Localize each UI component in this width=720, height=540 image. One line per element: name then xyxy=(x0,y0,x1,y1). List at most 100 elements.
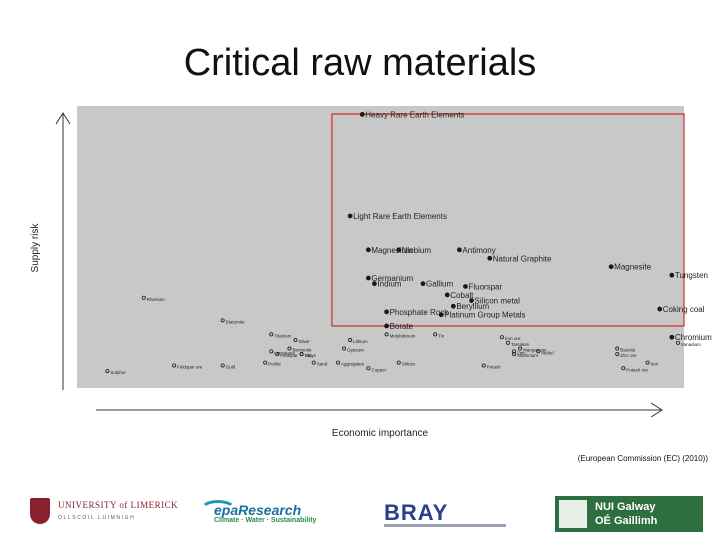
data-point xyxy=(347,213,353,219)
data-point xyxy=(366,366,371,371)
data-point xyxy=(469,298,474,303)
data-point xyxy=(336,360,341,365)
data-point-label: Manganese xyxy=(523,348,547,353)
data-point xyxy=(348,338,353,343)
x-axis-arrow-icon xyxy=(650,402,663,418)
data-point-label: Lithium xyxy=(353,339,368,344)
data-point-label: Natural Graphite xyxy=(493,254,552,263)
data-point-label: Gold xyxy=(226,364,236,369)
data-point-label: Indium xyxy=(377,280,401,289)
data-point-label: Nickel xyxy=(541,350,553,355)
data-point-label: Rhenium xyxy=(147,297,165,302)
data-point xyxy=(396,247,402,253)
data-point-label: Heavy Rare Earth Elements xyxy=(365,110,464,119)
plot-background xyxy=(77,106,684,388)
bray-logo-bar xyxy=(384,524,506,527)
data-point xyxy=(457,247,462,253)
data-point xyxy=(621,366,626,371)
data-point-label: Phosphate Rock xyxy=(390,308,450,317)
y-axis-label: Supply risk xyxy=(30,223,41,273)
data-point xyxy=(433,332,438,337)
data-point xyxy=(359,112,365,117)
data-point xyxy=(536,349,541,354)
data-point xyxy=(444,292,450,298)
nui-logo-text: NUI Galway xyxy=(595,501,656,513)
data-point xyxy=(669,334,675,340)
data-point xyxy=(518,346,523,351)
data-point-label: Aluminium xyxy=(517,353,538,358)
data-point-label: Cobalt xyxy=(450,291,474,300)
axes xyxy=(55,112,663,418)
data-point-label: Bentonite xyxy=(292,348,312,353)
data-point-label: Germanium xyxy=(371,274,413,283)
data-point-label: Coking coal xyxy=(663,305,705,314)
data-points: Heavy Rare Earth Elements Light Rare Eart… xyxy=(105,110,712,375)
data-point xyxy=(384,323,389,329)
logo-bar: UNIVERSITY of LIMERICK OLLSCOIL LUIMNIGH… xyxy=(0,492,720,540)
data-point xyxy=(287,346,292,351)
data-point-label: Sand xyxy=(317,362,328,367)
data-point xyxy=(396,360,401,365)
slide-title: Critical raw materials xyxy=(183,42,537,84)
bray-logo: BRAY xyxy=(384,500,506,528)
data-point xyxy=(499,335,504,340)
data-point-label: Potash ore xyxy=(626,367,648,372)
data-point-label: Magnesium xyxy=(371,246,413,255)
data-point-label: Tungsten xyxy=(675,271,708,280)
data-point-label: Titanium xyxy=(274,333,291,338)
ul-logo-text: UNIVERSITY of LIMERICK xyxy=(58,500,179,510)
data-point xyxy=(372,281,377,287)
data-point-label: Chromium xyxy=(675,333,712,342)
data-point xyxy=(615,346,620,351)
data-point-label: Zinc xyxy=(517,350,526,355)
ul-logo-subtext: OLLSCOIL LUIMNIGH xyxy=(58,515,136,521)
data-point xyxy=(293,338,298,343)
data-point-label: Vanadium xyxy=(681,342,701,347)
data-point-label: Molybdenum xyxy=(390,333,416,338)
data-point-label: Aggregates xyxy=(341,362,365,367)
data-point-label: Perlite xyxy=(268,362,281,367)
data-point xyxy=(311,360,316,365)
nui-galway-logo: NUI Galway OÉ Gaillimh xyxy=(555,496,703,532)
data-point xyxy=(512,352,517,357)
data-point-label: Gallium xyxy=(426,280,453,289)
data-point-label: Silver xyxy=(299,339,311,344)
data-point-label: Sulphur xyxy=(110,370,126,375)
data-point xyxy=(342,346,347,351)
crest-icon xyxy=(30,498,50,524)
data-point-label: Gypsum xyxy=(347,348,364,353)
data-point-label: Antimony xyxy=(462,246,495,255)
data-point xyxy=(420,281,426,287)
data-point-label: Tin xyxy=(438,333,445,338)
bray-logo-text: BRAY xyxy=(384,500,449,525)
university-of-limerick-logo: UNIVERSITY of LIMERICK OLLSCOIL LUIMNIGH xyxy=(30,498,178,528)
data-point xyxy=(505,340,510,345)
data-point-label: Silicon metal xyxy=(475,297,521,306)
data-point xyxy=(669,272,675,278)
data-point-label: Talc xyxy=(305,353,314,358)
data-point xyxy=(220,318,225,323)
data-point-label: Niobium xyxy=(402,246,432,255)
data-point xyxy=(105,369,110,374)
data-point-label: Copper xyxy=(371,367,386,372)
data-point xyxy=(141,295,146,300)
data-point xyxy=(450,303,456,309)
data-point-label: Borate xyxy=(390,322,414,331)
data-point-label: Beryllium xyxy=(456,302,489,311)
data-point xyxy=(645,360,650,365)
data-point xyxy=(487,255,493,261)
x-axis-label: Economic importance xyxy=(332,428,429,439)
source-citation: (European Commission (EC) (2010)) xyxy=(577,454,708,463)
epa-logo-text: epaResearch xyxy=(214,502,302,518)
data-point xyxy=(657,306,663,312)
data-point xyxy=(269,349,274,354)
data-point xyxy=(269,332,274,337)
swoosh-icon xyxy=(200,500,236,520)
data-point-label: Tantalum xyxy=(511,342,530,347)
data-point xyxy=(384,332,389,337)
data-point xyxy=(220,363,225,368)
data-point xyxy=(463,284,468,289)
data-point xyxy=(299,352,304,357)
data-point xyxy=(675,340,680,345)
